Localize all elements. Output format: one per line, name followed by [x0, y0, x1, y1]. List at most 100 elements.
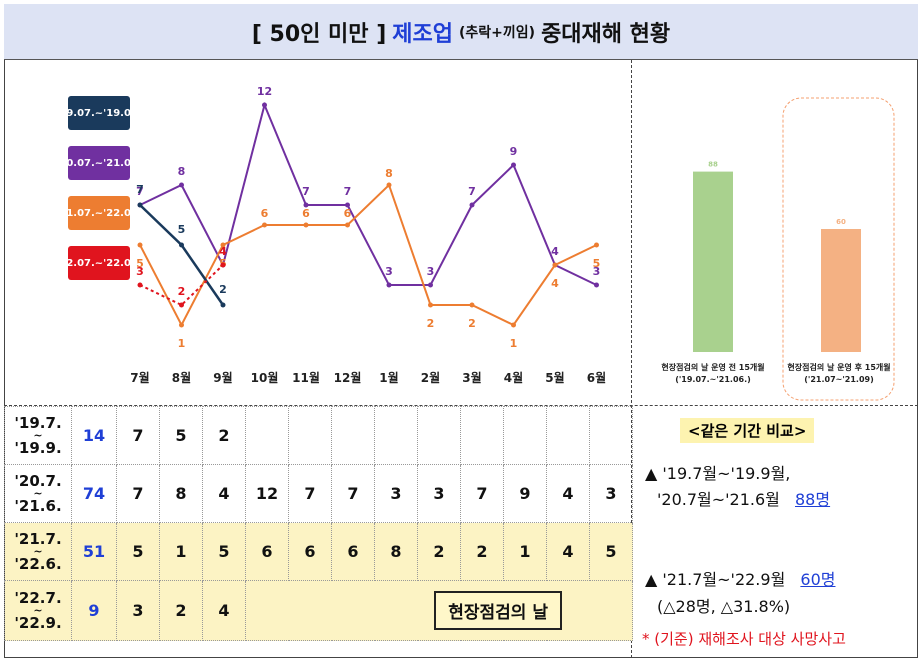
compare-line2a: ▲ '21.7월~'22.9월 — [645, 570, 786, 589]
data-label-s2-11: 5 — [593, 257, 601, 270]
x-tick-10: 4월 — [504, 370, 523, 385]
point-s1-3 — [262, 102, 267, 108]
x-tick-2: 8월 — [172, 370, 191, 385]
visit-day-label: 현장점검의 날 — [434, 591, 562, 630]
x-tick-8: 2월 — [421, 370, 440, 385]
data-label-s1-7: 3 — [427, 265, 435, 278]
month-cell: 5 — [159, 406, 203, 465]
data-label-s2-1: 1 — [178, 337, 186, 350]
title-accident-type: (추락+끼임) — [459, 24, 536, 41]
point-s1-7 — [428, 282, 433, 288]
month-cell: 4 — [202, 464, 246, 523]
data-label-s1-10: 4 — [551, 245, 559, 258]
period-tilde: ~ — [33, 486, 43, 500]
point-s3-0 — [137, 282, 143, 288]
data-label-s2-9: 1 — [510, 337, 518, 350]
title-bar: [ 50인 미만 ] 제조업 (추락+끼임) 중대재해 현황 — [4, 4, 918, 60]
point-s3-2 — [220, 262, 226, 268]
month-cell: 7 — [331, 464, 375, 523]
data-label-s3-0: 3 — [136, 265, 144, 278]
period-period_a: '22.7. — [14, 588, 62, 607]
bar-value-1: 60 — [836, 218, 846, 226]
data-label-s3-2: 4 — [219, 245, 227, 258]
month-cell: 8 — [374, 522, 418, 581]
month-cell: 4 — [546, 522, 590, 581]
data-label-s0-0: 7 — [136, 183, 144, 196]
point-s3-1 — [179, 302, 184, 308]
legend-series-2019: '19.07.~'19.09. — [56, 96, 142, 130]
vertical-divider — [631, 60, 632, 658]
period-period_a: '19.7. — [14, 413, 62, 432]
month-cell — [417, 406, 461, 465]
data-label-s2-6: 8 — [385, 167, 393, 180]
data-label-s2-0: 5 — [136, 257, 144, 270]
point-s2-0 — [137, 242, 143, 248]
point-s2-9 — [511, 322, 516, 328]
compare-value2-link[interactable]: 60명 — [800, 570, 836, 589]
month-cell: 7 — [460, 464, 504, 523]
data-label-s1-3: 12 — [257, 85, 272, 98]
month-cell: 2 — [460, 522, 504, 581]
point-s2-2 — [220, 242, 226, 248]
month-cell: 7 — [116, 464, 160, 523]
bar-label-before-line2: ('19.07.~'21.06.) — [675, 375, 751, 384]
month-cell: 4 — [546, 464, 590, 523]
bar-label-after-line2: ('21.07~'21.09) — [804, 375, 874, 384]
compare-line1b-wrap: '20.7월~'21.6월 88명 — [657, 486, 830, 510]
period-period_b: '22.9. — [14, 613, 62, 632]
bar-chart: 현장점검의 날 운영 전 15개월 ('19.07.~'21.06.) 현장점검… — [661, 97, 895, 401]
point-s2-3 — [262, 222, 267, 228]
x-tick-3: 9월 — [213, 370, 232, 385]
bar-1 — [821, 229, 861, 352]
data-label-s1-2: 4 — [219, 245, 227, 258]
month-cell: 1 — [159, 522, 203, 581]
point-s1-9 — [511, 162, 516, 168]
data-label-s3-1: 2 — [178, 285, 186, 298]
x-tick-6: 12월 — [334, 370, 362, 385]
table-row: '21.7. ~ '22.6. 51 5 1 5 6 6 6 8 2 2 1 4 5 — [4, 522, 633, 581]
compare-value1-link[interactable]: 88명 — [795, 490, 831, 509]
total-cell: 51 — [71, 522, 117, 581]
series-line-1 — [139, 101, 597, 286]
point-s0-2 — [220, 302, 226, 308]
data-label-s1-6: 3 — [385, 265, 393, 278]
data-label-s0-2: 2 — [219, 283, 227, 296]
month-cell: 5 — [589, 522, 633, 581]
point-s2-10 — [552, 262, 558, 268]
data-label-s1-4: 7 — [302, 185, 310, 198]
x-tick-12: 6월 — [587, 370, 606, 385]
period-period_b: '22.6. — [14, 554, 62, 573]
x-tick-7: 1월 — [379, 370, 398, 385]
month-cell: 6 — [245, 522, 289, 581]
data-label-s2-7: 2 — [427, 317, 435, 330]
x-tick-9: 3월 — [462, 370, 481, 385]
point-s1-5 — [345, 202, 350, 208]
point-s2-6 — [386, 182, 392, 188]
month-cell: 2 — [159, 580, 203, 641]
x-tick-4: 10월 — [251, 370, 279, 385]
data-label-s2-5: 6 — [344, 207, 352, 220]
period-period_b: '21.6. — [14, 496, 62, 515]
bar-value-0: 88 — [708, 161, 718, 169]
point-s1-1 — [179, 182, 184, 188]
month-cell: 5 — [116, 522, 160, 581]
data-label-s1-0: 7 — [136, 185, 144, 198]
month-cell — [331, 406, 375, 465]
month-cell: 2 — [202, 406, 246, 465]
point-s0-0 — [137, 202, 143, 208]
compare-change: (△28명, △31.8%) — [657, 597, 791, 616]
point-s2-7 — [428, 302, 433, 308]
legend-series-2020: '20.07.~'21.06. — [56, 146, 142, 180]
period-cell: '20.7. ~ '21.6. — [4, 464, 72, 523]
month-cell: 8 — [159, 464, 203, 523]
title-industry: 제조업 — [392, 21, 453, 47]
month-cell — [288, 406, 332, 465]
point-s0-1 — [179, 242, 184, 248]
point-s1-6 — [386, 282, 392, 288]
month-cell: 3 — [589, 464, 633, 523]
month-cell: 4 — [202, 580, 246, 641]
point-s2-8 — [469, 302, 475, 308]
bar-label-before-line1: 현장점검의 날 운영 전 15개월 — [661, 362, 764, 372]
point-s1-8 — [469, 202, 475, 208]
